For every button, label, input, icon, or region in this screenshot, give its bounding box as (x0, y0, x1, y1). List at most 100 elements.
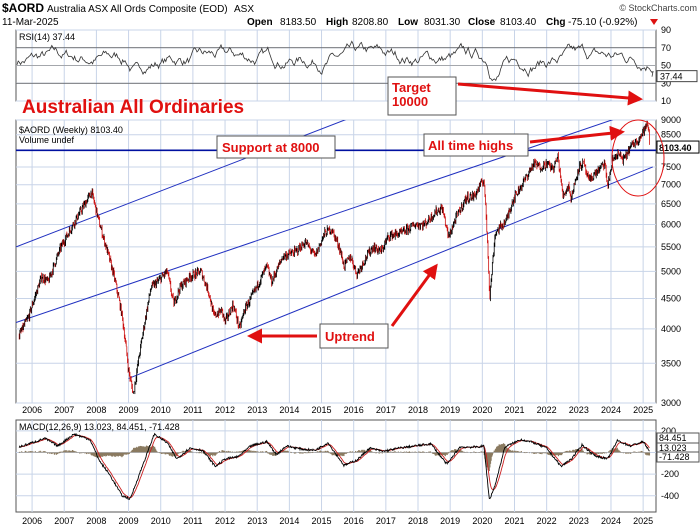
x-tick-label: 2025 (633, 405, 653, 415)
x-tick-label: 2009 (119, 405, 139, 415)
macd-tick-label: -400 (661, 491, 679, 501)
x-tick-label: 2008 (86, 516, 106, 526)
chart-header: $AORD Australia ASX All Ords Composite (… (2, 1, 697, 28)
macd-last-value: 84.451 (659, 433, 687, 443)
x-tick-label: 2025 (633, 516, 653, 526)
panel-frame (15, 119, 657, 404)
macd-title: MACD(12,26,9) 13.023, 84.451, -71.428 (19, 422, 180, 432)
rsi-tick-label: 90 (661, 25, 671, 35)
x-tick-label: 2021 (504, 405, 524, 415)
price-subtitle: Volume undef (19, 135, 75, 145)
instrument-name: Australia ASX All Ords Composite (EOD) (47, 4, 228, 15)
macd-plot-area (18, 432, 651, 501)
price-tick-label: 8500 (661, 130, 681, 140)
x-tick-label: 2010 (151, 405, 171, 415)
trend-channel-line (16, 120, 347, 248)
price-title: $AORD (Weekly) 8103.40 (19, 125, 123, 135)
x-tick-label: 2012 (215, 516, 235, 526)
uptrend-box (319, 323, 389, 349)
target-arrow (457, 82, 643, 106)
price-panel: 3000 3500 4000 4500 5000 5500 6000 6500 7000 7500… (15, 115, 700, 408)
x-tick-label: 2013 (247, 516, 267, 526)
price-tick-label: 7500 (661, 162, 681, 172)
high-value: 8208.80 (352, 17, 389, 28)
trend-channel-line (16, 120, 614, 324)
macd-last-value: -71.428 (659, 452, 690, 462)
watermark: © StockCharts.com (619, 3, 697, 13)
macd-last-badge (656, 451, 700, 463)
x-tick-label: 2011 (183, 516, 202, 526)
last-price-value: 8103.40 (659, 143, 692, 153)
close-label: Close (468, 17, 496, 28)
ath-box (423, 133, 529, 157)
x-tick-label: 2007 (54, 405, 74, 415)
x-tick-label: 2011 (183, 405, 202, 415)
x-tick-label: 2020 (472, 516, 492, 526)
low-value: 8031.30 (424, 17, 461, 28)
macd-panel: -400-2000200MACD(12,26,9) 13.023, 84.451… (15, 419, 700, 513)
date-label: 11-Mar-2025 (2, 17, 59, 28)
x-tick-label: 2022 (537, 405, 557, 415)
uptrend-arrow-up (390, 263, 438, 327)
macd-tick-label: 200 (661, 426, 676, 436)
target-box (387, 76, 457, 116)
x-tick-label: 2018 (408, 516, 428, 526)
x-tick-label: 2015 (312, 516, 332, 526)
x-tick-label: 2015 (312, 405, 332, 415)
close-value: 8103.40 (500, 17, 537, 28)
x-tick-label: 2013 (247, 405, 267, 415)
price-tick-label: 5000 (661, 266, 681, 276)
x-tick-label: 2007 (54, 516, 74, 526)
chg-label: Chg (546, 17, 565, 28)
x-tick-label: 2019 (440, 516, 460, 526)
price-tick-label: 6500 (661, 199, 681, 209)
low-label: Low (398, 17, 418, 28)
price-plot-area (16, 120, 656, 395)
price-tick-label: 5500 (661, 242, 681, 252)
x-tick-label: 2023 (569, 405, 589, 415)
target-label: Target (392, 80, 431, 95)
rsi-last-badge (656, 70, 698, 83)
rsi-panel: 10 30 50 70 90 RSI(14) 37.44 37.44 (15, 25, 698, 106)
x-tick-label: 2018 (408, 405, 428, 415)
x-tick-label: 2014 (279, 405, 299, 415)
x-tick-label: 2006 (22, 405, 42, 415)
macd-tick-label: -200 (661, 469, 679, 479)
x-tick-label: 2020 (472, 405, 492, 415)
rsi-tick-label: 30 (661, 78, 671, 88)
x-tick-label: 2016 (344, 516, 364, 526)
ath-circle (611, 119, 665, 197)
macd-last-value: 13.023 (659, 443, 687, 453)
x-axis: 2006 2006 2007 2007 2008 2008 2009 2009 2010 2010… (22, 405, 653, 526)
target-label: 10000 (392, 94, 428, 109)
down-arrow-icon (650, 19, 658, 25)
price-tick-label: 6000 (661, 219, 681, 229)
ath-label: All time highs (428, 138, 513, 153)
ath-arrow (529, 125, 625, 144)
price-tick-label: 3000 (661, 398, 681, 408)
x-tick-label: 2017 (376, 516, 396, 526)
x-tick-label: 2022 (537, 516, 557, 526)
rsi-tick-label: 50 (661, 61, 671, 71)
x-tick-label: 2009 (119, 516, 139, 526)
x-tick-label: 2012 (215, 405, 235, 415)
rsi-title: RSI(14) 37.44 (19, 32, 75, 42)
x-tick-label: 2019 (440, 405, 460, 415)
support-label: Support at 8000 (222, 140, 320, 155)
price-tick-label: 7000 (661, 180, 681, 190)
rsi-line (16, 40, 654, 82)
symbol-label: $AORD (2, 1, 44, 15)
x-tick-label: 2010 (151, 516, 171, 526)
open-label: Open (247, 17, 273, 28)
x-tick-label: 2023 (569, 516, 589, 526)
rsi-tick-label: 70 (661, 43, 671, 53)
last-price-badge (656, 140, 700, 154)
rsi-tick-label: 10 (661, 96, 671, 106)
uptrend-label: Uptrend (325, 329, 375, 344)
chg-value: -75.10 (-0.92%) (568, 17, 637, 28)
rsi-last-value: 37.44 (660, 72, 683, 82)
exchange-label: ASX (234, 4, 254, 15)
support-box (216, 135, 336, 159)
x-tick-label: 2021 (504, 516, 524, 526)
panel-frame (15, 419, 657, 513)
